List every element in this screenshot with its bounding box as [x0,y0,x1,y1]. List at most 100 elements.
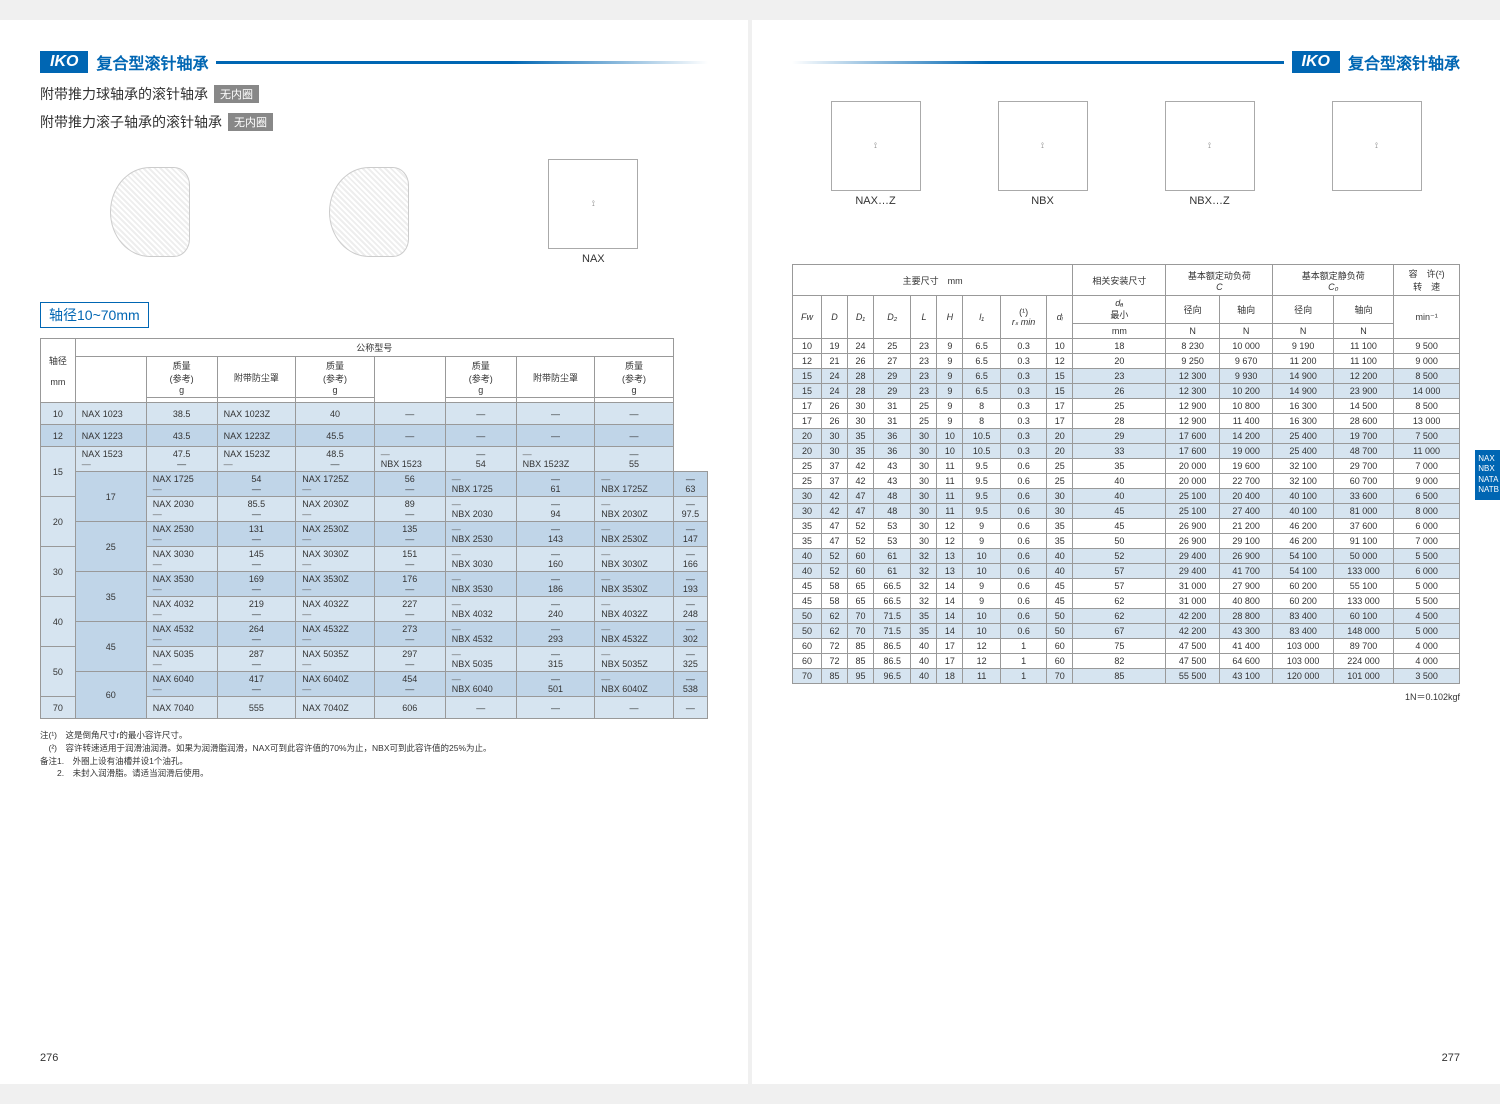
page-right: IKO 复合型滚针轴承 ⟟NAX…Z ⟟NBX ⟟NBX…Z ⟟ 主要尺寸 mm… [752,20,1500,1084]
table-row: 3042474830119.50.6304025 10020 40040 100… [793,489,1460,504]
nax-diagram: ⟟ NAX [548,159,638,265]
table-row: 60728586.54017121608247 50064 600103 000… [793,654,1460,669]
th-l1: l₁ [979,312,984,322]
table-row: 10NAX 102338.5NAX 1023Z40———— [41,403,708,425]
table-row: 35NAX 3530—169—NAX 3530Z—176——NBX 3530—1… [41,572,708,597]
table-row: 50627071.53514100.6506742 20043 30083 40… [793,624,1460,639]
remark2-label: 2. [57,768,64,778]
th-D: D [831,312,838,322]
tab-nax: NAX [1478,454,1499,464]
range-badge: 轴径10~70mm [40,302,149,328]
bearing-photo-1 [110,167,190,257]
table-row: 25NAX 2530—131—NAX 2530Z—135——NBX 2530—1… [41,522,708,547]
header-rule-r [792,61,1284,64]
table-row: 3042474830119.50.6304525 10027 40040 100… [793,504,1460,519]
nbxz-diagram: ⟟NBX…Z [1165,101,1255,207]
remark2-text: 未封入润滑脂。请适当润滑后使用。 [73,768,209,778]
table-row: 2537424330119.50.6254020 00022 70032 100… [793,474,1460,489]
note2-text: 容许转速适用于润滑油润滑。如果为润滑脂润滑，NAX可到此容许值的70%为止，NB… [66,743,492,753]
th-mass-1: 质量 [173,361,191,371]
tab-nata: NATA [1478,475,1499,485]
spec-table: 主要尺寸 mm 相关安装尺寸 基本额定动负荷C 基本额定静负荷C₀ 容 许(²)… [792,264,1460,684]
th-mass-4: 质量 [625,361,643,371]
th-speed: 容 许(²) [1409,269,1445,279]
table-row: 405260613213100.6405229 40026 90054 1005… [793,549,1460,564]
tab-nbx: NBX [1478,464,1499,474]
page-left: IKO 复合型滚针轴承 附带推力球轴承的滚针轴承 无内圈 附带推力滚子轴承的滚针… [0,20,748,1084]
table-row: 45586566.5321490.6455731 00027 90060 200… [793,579,1460,594]
nax-label: NAX [548,253,638,265]
shaft-diagram: ⟟ [1332,101,1422,207]
subtitle1-text: 附带推力球轴承的滚针轴承 [40,84,208,104]
header-title: 复合型滚针轴承 [96,50,208,74]
table-row: 152428292396.50.3152312 3009 93014 90012… [793,369,1460,384]
product-images-left: ⟟ NAX [40,142,708,282]
page-number-left: 276 [40,1052,58,1064]
table-row: 405260613213100.6405729 40041 70054 1001… [793,564,1460,579]
footnotes: 注(¹) 这是倒角尺寸r的最小容许尺寸。 (²) 容许转速适用于润滑油润滑。如果… [40,729,708,780]
table-row: 50627071.53514100.6506242 20028 80083 40… [793,609,1460,624]
th-dia-unit: mm [50,377,65,387]
table-row: 45586566.5321490.6456231 00040 80060 200… [793,594,1460,609]
badge-no-inner-2: 无内圈 [228,113,273,131]
subtitle-1: 附带推力球轴承的滚针轴承 无内圈 [40,84,708,104]
table-row: 60728586.54017121607547 50041 400103 000… [793,639,1460,654]
th-dust-1: 附带防尘罩 [217,357,296,398]
note1-label: 注(¹) [40,730,57,740]
table-row: 152428292396.50.3152612 30010 20014 9002… [793,384,1460,399]
table-row: 70859596.54018111708555 50043 100120 000… [793,669,1460,684]
remark1-text: 外圈上设有油槽并设1个油孔。 [73,756,188,766]
th-ax1: 轴向 [1219,296,1272,324]
header-left: IKO 复合型滚针轴承 [40,50,708,74]
th-dyn: 基本额定动负荷 [1188,271,1251,281]
header-right: IKO 复合型滚针轴承 [792,50,1460,74]
table-row: 122126272396.50.312209 2509 67011 20011 … [793,354,1460,369]
nax-drawing: ⟟ [548,159,638,249]
conversion-note: 1N＝0.102kgf [792,690,1460,703]
th-dust-2: 附带防尘罩 [516,357,595,398]
table-row: 1726303125980.3172512 90010 80016 30014 … [793,399,1460,414]
th-main: 主要尺寸 [903,276,939,286]
th-stat: 基本额定静负荷 [1302,271,1365,281]
bearing-photo-2 [329,167,409,257]
table-row: 45NAX 4532—264—NAX 4532Z—273——NBX 4532—2… [41,622,708,647]
header-title-r: 复合型滚针轴承 [1348,50,1460,74]
th-D1: D₁ [856,312,865,322]
table-row: 60NAX 6040—417—NAX 6040Z—454——NBX 6040—5… [41,672,708,697]
side-tab: NAX NBX NATA NATB [1475,450,1500,500]
naxz-diagram: ⟟NAX…Z [831,101,921,207]
note1-text: 这是倒角尺寸r的最小容许尺寸。 [66,730,188,740]
tab-natb: NATB [1478,485,1499,495]
table-row: 12NAX 122343.5NAX 1223Z45.5———— [41,425,708,447]
th-rad1: 径向 [1166,296,1219,324]
th-model-group: 公称型号 [75,339,673,357]
note2-label: (²) [49,743,58,753]
naxz-label: NAX…Z [831,195,921,207]
table-row: 1726303125980.3172812 90011 40016 30028 … [793,414,1460,429]
th-mass-2: 质量 [326,361,344,371]
th-da: dₐ [1115,298,1123,308]
table-row: 35475253301290.6354526 90021 20046 20037… [793,519,1460,534]
model-table: 轴径mm 公称型号 质量(参考)g 附带防尘罩 质量(参考)g 质量(参考)g … [40,338,708,719]
diagrams-right: ⟟NAX…Z ⟟NBX ⟟NBX…Z ⟟ [792,84,1460,224]
table-row: 20303536301010.50.3202917 60014 20025 40… [793,429,1460,444]
th-L: L [921,312,926,322]
th-mass-3: 质量 [472,361,490,371]
th-rad2: 径向 [1273,296,1333,324]
th-ax2: 轴向 [1333,296,1393,324]
table-row: 15NAX 1523—47.5—NAX 1523Z—48.5——NBX 1523… [41,447,708,472]
brand-badge-r: IKO [1292,51,1340,73]
table-row: 17NAX 1725—54—NAX 1725Z—56——NBX 1725—61—… [41,472,708,497]
subtitle2-text: 附带推力滚子轴承的滚针轴承 [40,112,222,132]
table-row: 101924252396.50.310188 23010 0009 19011 … [793,339,1460,354]
th-dia: 轴径 [49,356,67,366]
nbx-label: NBX [998,195,1088,207]
table-row: 2537424330119.50.6253520 00019 60032 100… [793,459,1460,474]
nbxz-label: NBX…Z [1165,195,1255,207]
page-number-right: 277 [1442,1052,1460,1064]
th-rs: rₛ min [1012,317,1035,327]
th-min: min⁻¹ [1394,296,1460,339]
table-row: 35475253301290.6355026 90029 10046 20091… [793,534,1460,549]
th-di: dᵢ [1057,312,1063,322]
th-fw: Fw [801,312,813,322]
